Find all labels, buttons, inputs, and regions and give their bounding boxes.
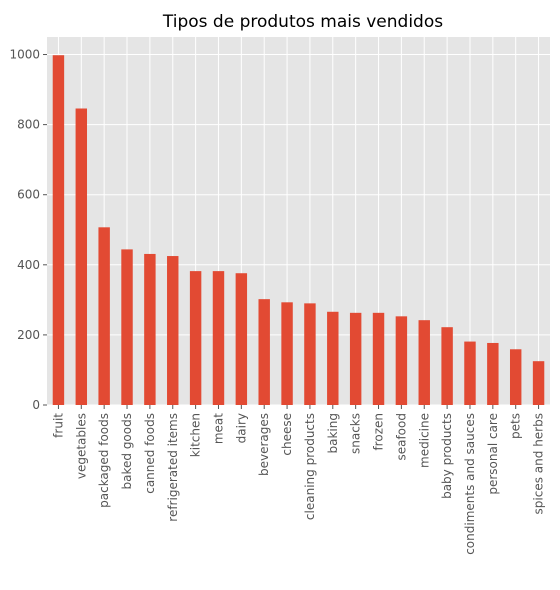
x-tick-label-refrigerated-items: refrigerated items	[166, 413, 180, 522]
y-tick-label-4: 800	[17, 118, 40, 132]
bar-baking	[327, 311, 339, 405]
x-tick-label-condiments-and-sauces: condiments and sauces	[463, 413, 477, 555]
x-tick-label-pets: pets	[509, 413, 523, 439]
bar-fruit	[52, 55, 65, 405]
x-tick-label-cleaning-products: cleaning products	[303, 413, 317, 520]
x-tick-label-vegetables: vegetables	[74, 413, 88, 479]
bar-baby-products	[441, 327, 453, 405]
x-tick-label-seafood: seafood	[394, 413, 408, 461]
bar-meat	[212, 271, 225, 405]
bar-vegetables	[75, 108, 88, 406]
x-tick-label-beverages: beverages	[257, 413, 271, 476]
x-tick-label-canned-foods: canned foods	[143, 413, 157, 494]
bar-beverages	[258, 299, 270, 405]
x-tick-label-baked-goods: baked goods	[120, 413, 134, 489]
bar-spices-and-herbs	[532, 361, 545, 405]
x-tick-label-packaged-foods: packaged foods	[97, 413, 111, 508]
bar-canned-foods	[144, 253, 156, 405]
x-tick-label-meat: meat	[211, 413, 225, 444]
x-tick-label-cheese: cheese	[280, 413, 294, 456]
bar-cheese	[281, 302, 293, 405]
bar-frozen	[372, 312, 385, 405]
bar-packaged-foods	[98, 227, 110, 405]
y-tick-label-0: 0	[32, 398, 40, 412]
y-tick-label-2: 400	[17, 258, 40, 272]
bar-snacks	[349, 312, 362, 405]
y-axis-ticks: 0 200 400 600 800 1000	[9, 48, 47, 412]
x-tick-label-dairy: dairy	[234, 413, 248, 443]
x-axis-ticks: fruit vegetables packaged foods baked goods…	[51, 405, 546, 555]
x-tick-label-frozen: frozen	[372, 413, 386, 451]
x-tick-label-kitchen: kitchen	[189, 413, 203, 457]
bar-personal-care	[487, 342, 499, 405]
bar-refrigerated-items	[167, 256, 179, 405]
bar-kitchen	[189, 271, 202, 405]
x-tick-label-snacks: snacks	[349, 413, 363, 454]
x-tick-label-medicine: medicine	[417, 413, 431, 468]
y-tick-label-1: 200	[17, 328, 40, 342]
bar-condiments-and-sauces	[464, 341, 476, 405]
x-tick-label-baking: baking	[326, 413, 340, 453]
bar-pets	[509, 349, 522, 405]
x-tick-label-baby-products: baby products	[440, 413, 454, 499]
x-tick-label-fruit: fruit	[51, 413, 65, 438]
bar-baked-goods	[121, 249, 133, 405]
bar-cleaning-products	[304, 303, 316, 405]
bar-seafood	[395, 316, 408, 405]
x-tick-label-spices-and-herbs: spices and herbs	[532, 413, 546, 514]
x-tick-label-personal-care: personal care	[486, 413, 500, 495]
y-tick-label-3: 600	[17, 188, 40, 202]
y-tick-label-5: 1000	[9, 48, 40, 62]
bar-medicine	[418, 320, 430, 405]
bars	[52, 55, 545, 406]
bar-dairy	[235, 273, 248, 405]
chart-title: Tipos de produtos mais vendidos	[162, 12, 443, 32]
